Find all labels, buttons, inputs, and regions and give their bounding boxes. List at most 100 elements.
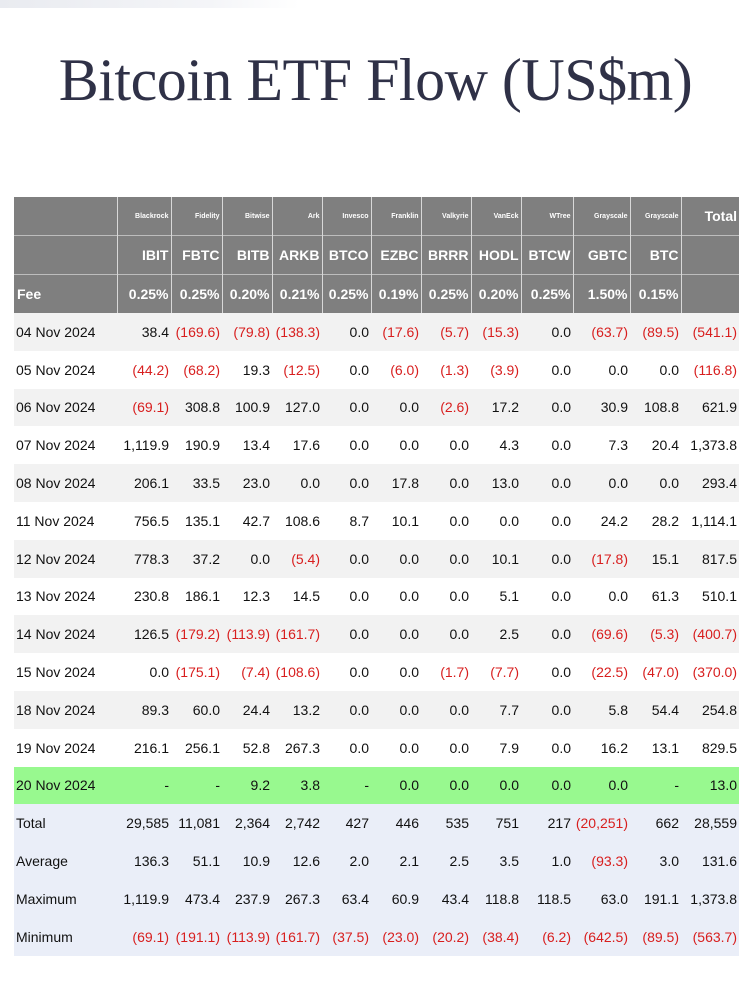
date-cell: 12 Nov 2024 (14, 539, 117, 578)
flow-cell: 0.0 (521, 501, 573, 540)
summary-value-cell: 136.3 (117, 842, 171, 880)
flow-cell: - (322, 766, 371, 805)
summary-value-cell: 29,585 (117, 804, 171, 843)
flow-cell: 186.1 (171, 577, 222, 616)
ticker-corner-cell (14, 235, 118, 275)
flow-cell: - (117, 766, 171, 805)
ticker-header-cell: ARKB (272, 235, 323, 275)
table-body: 04 Nov 2024 38.4 (169.6) (79.8) (138.3) 0.0 (1… (14, 313, 739, 956)
summary-value-cell: (563.7) (681, 917, 739, 956)
flow-cell: 37.2 (171, 539, 222, 578)
flow-cell: 0.0 (371, 388, 421, 427)
summary-value-cell: 60.9 (371, 879, 421, 918)
summary-value-cell: 3.5 (471, 842, 521, 880)
summary-value-cell: (20.2) (421, 917, 471, 956)
flow-cell: 7.7 (471, 690, 521, 729)
flow-cell: 256.1 (171, 728, 222, 767)
flow-cell: 13.4 (222, 426, 272, 465)
flow-cell: 2.5 (471, 615, 521, 654)
date-cell: 15 Nov 2024 (14, 653, 117, 691)
ticker-header-cell: IBIT (117, 235, 172, 275)
flow-cell: 54.4 (630, 690, 681, 729)
flow-cell: 13.2 (272, 690, 322, 729)
ticker-header-cell: HODL (471, 235, 522, 275)
flow-cell: (1.3) (421, 350, 471, 389)
issuer-header-cell: Franklin (371, 197, 422, 236)
flow-cell: (7.4) (222, 653, 272, 691)
top-decoration-bar (0, 0, 300, 8)
flow-cell: 0.0 (322, 653, 371, 691)
flow-cell: (79.8) (222, 313, 272, 351)
summary-value-cell: (161.7) (272, 917, 322, 956)
summary-row: Minimum (69.1) (191.1) (113.9) (161.7) (37.5)… (14, 917, 739, 956)
fee-cell: 0.25% (117, 274, 172, 313)
issuer-header-row: Blackrock Fidelity Bitwise Ark Invesco Frankl… (14, 197, 739, 236)
summary-value-cell: 751 (471, 804, 521, 843)
flow-cell: 0.0 (222, 539, 272, 578)
flow-cell: 0.0 (521, 728, 573, 767)
ticker-total-blank-cell (681, 235, 739, 275)
table-row: 13 Nov 2024 230.8 186.1 12.3 14.5 0.0 0.0 0.0 5.… (14, 577, 739, 616)
flow-cell: 0.0 (322, 388, 371, 427)
fee-cell: 0.25% (171, 274, 223, 313)
flow-cell: (161.7) (272, 615, 322, 654)
flow-cell: 0.0 (272, 464, 322, 502)
fee-header-row: Fee 0.25% 0.25% 0.20% 0.21% 0.25% 0.19% 0.25% 0.… (14, 274, 739, 313)
flow-cell: 0.0 (371, 615, 421, 654)
flow-cell: 0.0 (421, 426, 471, 465)
flow-cell: (69.6) (573, 615, 630, 654)
summary-row: Maximum 1,119.9 473.4 237.9 267.3 63.4 60.9 43.… (14, 879, 739, 918)
date-cell: 05 Nov 2024 (14, 350, 117, 389)
flow-cell: (69.1) (117, 388, 171, 427)
date-cell: 18 Nov 2024 (14, 690, 117, 729)
flow-cell: 0.0 (421, 464, 471, 502)
total-flow-cell: 829.5 (681, 728, 739, 767)
date-cell: 07 Nov 2024 (14, 426, 117, 465)
summary-value-cell: 2,364 (222, 804, 272, 843)
flow-cell: 0.0 (521, 388, 573, 427)
flow-cell: (17.8) (573, 539, 630, 578)
fee-cell: 0.25% (322, 274, 372, 313)
summary-value-cell: (69.1) (117, 917, 171, 956)
flow-cell: (6.0) (371, 350, 421, 389)
fee-cell: 1.50% (573, 274, 631, 313)
table-row: 04 Nov 2024 38.4 (169.6) (79.8) (138.3) 0.0 (1… (14, 313, 739, 351)
flow-cell: 0.0 (421, 501, 471, 540)
flow-cell: 0.0 (322, 313, 371, 351)
total-flow-cell: 293.4 (681, 464, 739, 502)
flow-cell: 0.0 (471, 501, 521, 540)
flow-cell: 0.0 (521, 653, 573, 691)
summary-row: Average 136.3 51.1 10.9 12.6 2.0 2.1 2.5 3.5 1.0(… (14, 842, 739, 880)
summary-value-cell: 267.3 (272, 879, 322, 918)
flow-cell: 0.0 (630, 350, 681, 389)
flow-cell: 135.1 (171, 501, 222, 540)
flow-cell: 23.0 (222, 464, 272, 502)
flow-cell: 0.0 (322, 615, 371, 654)
summary-value-cell: (642.5) (573, 917, 630, 956)
flow-cell: 30.9 (573, 388, 630, 427)
ticker-header-cell: BRRR (421, 235, 472, 275)
flow-cell: 13.1 (630, 728, 681, 767)
flow-cell: 267.3 (272, 728, 322, 767)
issuer-header-cell: WTree (521, 197, 574, 236)
flow-cell: 0.0 (521, 539, 573, 578)
flow-cell: 0.0 (573, 350, 630, 389)
flow-cell: 108.6 (272, 501, 322, 540)
table-row: 07 Nov 2024 1,119.9 190.9 13.4 17.6 0.0 0.0 0.0… (14, 426, 739, 465)
fee-cell: 0.20% (222, 274, 273, 313)
flow-cell: 3.8 (272, 766, 322, 805)
summary-value-cell: 118.8 (471, 879, 521, 918)
flow-cell: 16.2 (573, 728, 630, 767)
flow-cell: 0.0 (521, 690, 573, 729)
issuer-header-cell: Ark (272, 197, 323, 236)
flow-cell: 0.0 (521, 464, 573, 502)
flow-cell: 4.3 (471, 426, 521, 465)
flow-cell: 0.0 (371, 766, 421, 805)
total-flow-cell: 510.1 (681, 577, 739, 616)
flow-cell: 42.7 (222, 501, 272, 540)
flow-cell: 308.8 (171, 388, 222, 427)
flow-cell: (89.5) (630, 313, 681, 351)
summary-value-cell: 191.1 (630, 879, 681, 918)
flow-cell: - (630, 766, 681, 805)
etf-flow-table: Blackrock Fidelity Bitwise Ark Invesco Frankl… (14, 197, 739, 956)
